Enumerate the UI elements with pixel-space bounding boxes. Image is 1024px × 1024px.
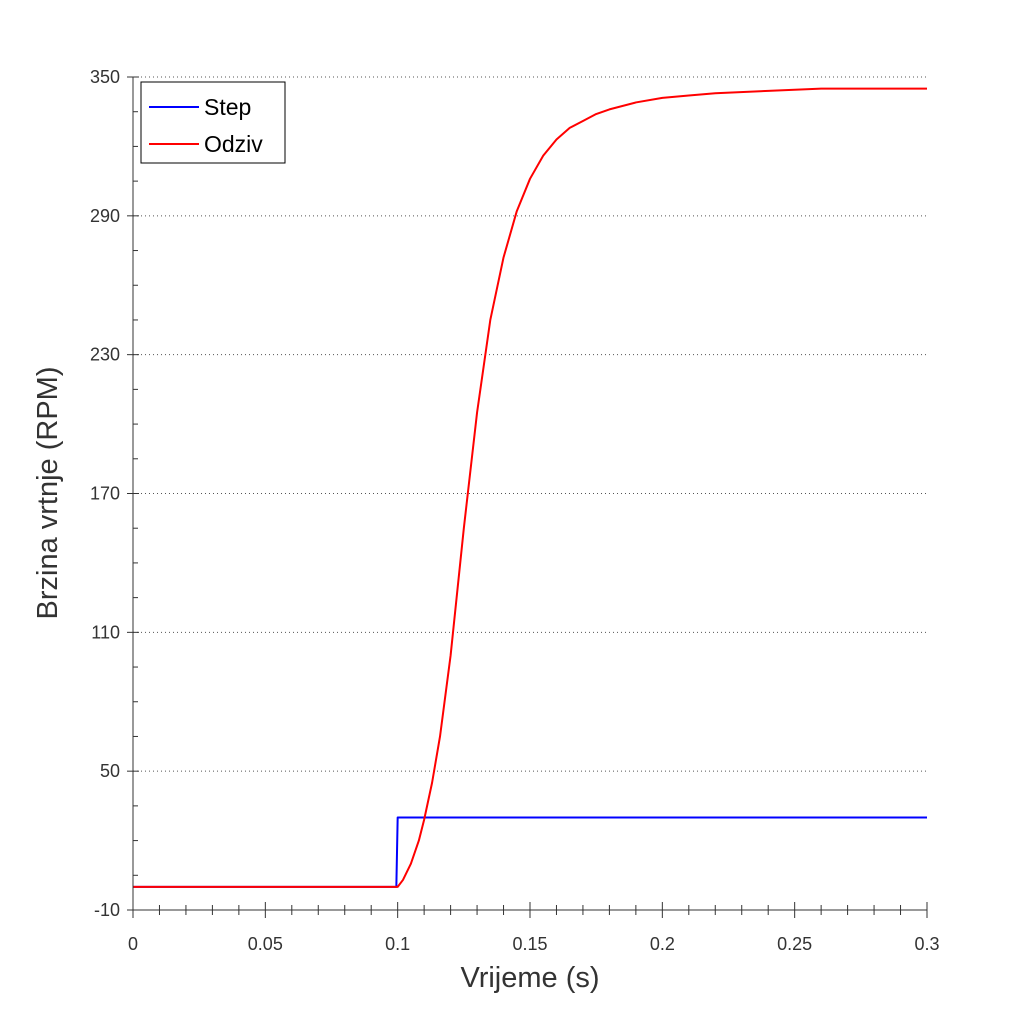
x-tick-label: 0.25 bbox=[777, 934, 812, 954]
grid-lines bbox=[133, 76, 927, 772]
x-tick-label: 0.05 bbox=[248, 934, 283, 954]
legend-box bbox=[140, 81, 286, 164]
legend: Step Odziv bbox=[140, 81, 286, 164]
series-line-odziv bbox=[133, 87, 927, 888]
y-axis-title: Brzina vrtnje (RPM) bbox=[32, 367, 64, 620]
series-group bbox=[133, 87, 927, 888]
y-tick-label: 170 bbox=[90, 484, 120, 504]
x-tick-label: 0.3 bbox=[914, 934, 939, 954]
series-line-step bbox=[133, 816, 927, 888]
x-tick-label: 0 bbox=[128, 934, 138, 954]
y-tick-label: 350 bbox=[90, 67, 120, 87]
legend-label-step: Step bbox=[204, 94, 251, 120]
x-axis-title: Vrijeme (s) bbox=[460, 962, 599, 994]
y-tick-label: 290 bbox=[90, 206, 120, 226]
ticks: -10 50 110 170 230 290 350 0 0.05 0.1 0.15 0.2 0.25 0… bbox=[90, 67, 940, 954]
y-tick-label: -10 bbox=[94, 900, 120, 920]
x-tick-label: 0.2 bbox=[650, 934, 675, 954]
x-tick-label: 0.15 bbox=[512, 934, 547, 954]
y-tick-label: 110 bbox=[91, 622, 120, 642]
y-tick-label: 50 bbox=[100, 761, 120, 781]
legend-label-odziv: Odziv bbox=[204, 131, 263, 157]
x-tick-label: 0.1 bbox=[385, 934, 410, 954]
y-tick-label: 230 bbox=[90, 345, 120, 365]
